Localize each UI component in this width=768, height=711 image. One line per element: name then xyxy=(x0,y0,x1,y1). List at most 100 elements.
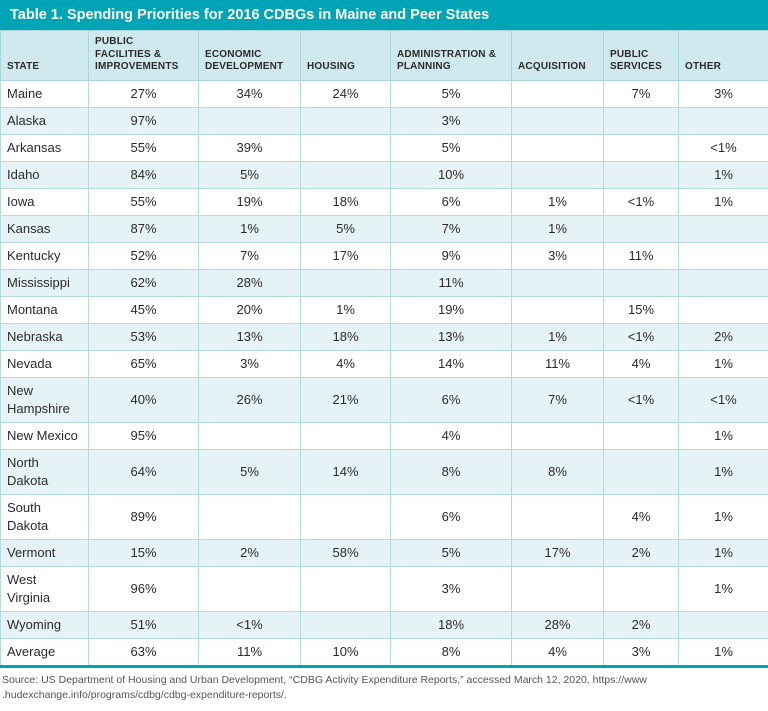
value-cell xyxy=(301,161,391,188)
value-cell: 1% xyxy=(679,188,768,215)
value-cell: 21% xyxy=(301,377,391,422)
value-cell: 39% xyxy=(199,134,301,161)
state-cell: Wyoming xyxy=(1,611,89,638)
value-cell: 18% xyxy=(301,323,391,350)
value-cell xyxy=(604,215,679,242)
header-cell: ECONOMIC DEVELOPMENT xyxy=(199,31,301,81)
value-cell: 5% xyxy=(391,134,512,161)
value-cell: 10% xyxy=(301,638,391,666)
state-cell: Nebraska xyxy=(1,323,89,350)
value-cell: 3% xyxy=(199,350,301,377)
value-cell: 62% xyxy=(89,269,199,296)
value-cell: 58% xyxy=(301,539,391,566)
value-cell: 7% xyxy=(199,242,301,269)
value-cell: 4% xyxy=(604,350,679,377)
value-cell xyxy=(679,107,768,134)
state-cell: Idaho xyxy=(1,161,89,188)
value-cell: 5% xyxy=(391,539,512,566)
value-cell: 11% xyxy=(391,269,512,296)
value-cell: 18% xyxy=(301,188,391,215)
value-cell: 11% xyxy=(199,638,301,666)
header-cell: OTHER xyxy=(679,31,768,81)
value-cell: 8% xyxy=(391,638,512,666)
value-cell: 3% xyxy=(604,638,679,666)
value-cell xyxy=(679,296,768,323)
value-cell: <1% xyxy=(604,323,679,350)
value-cell xyxy=(604,107,679,134)
value-cell xyxy=(604,161,679,188)
value-cell: 1% xyxy=(679,539,768,566)
value-cell: 2% xyxy=(604,611,679,638)
value-cell: 2% xyxy=(604,539,679,566)
value-cell xyxy=(301,422,391,449)
value-cell: 95% xyxy=(89,422,199,449)
value-cell xyxy=(199,422,301,449)
value-cell xyxy=(199,494,301,539)
value-cell xyxy=(604,449,679,494)
value-cell: 64% xyxy=(89,449,199,494)
value-cell xyxy=(301,107,391,134)
value-cell: 1% xyxy=(512,323,604,350)
value-cell: 13% xyxy=(199,323,301,350)
value-cell: 3% xyxy=(512,242,604,269)
value-cell xyxy=(301,611,391,638)
value-cell xyxy=(679,242,768,269)
value-cell: 40% xyxy=(89,377,199,422)
value-cell: 10% xyxy=(391,161,512,188)
state-cell: Iowa xyxy=(1,188,89,215)
value-cell: <1% xyxy=(604,188,679,215)
value-cell: <1% xyxy=(199,611,301,638)
value-cell: 5% xyxy=(199,449,301,494)
state-cell: Average xyxy=(1,638,89,666)
header-cell: STATE xyxy=(1,31,89,81)
value-cell xyxy=(512,269,604,296)
value-cell: 6% xyxy=(391,377,512,422)
value-cell: 3% xyxy=(391,107,512,134)
state-cell: Maine xyxy=(1,80,89,107)
value-cell: 34% xyxy=(199,80,301,107)
value-cell: 14% xyxy=(301,449,391,494)
value-cell: 7% xyxy=(391,215,512,242)
value-cell: 51% xyxy=(89,611,199,638)
value-cell: 1% xyxy=(679,449,768,494)
value-cell: 24% xyxy=(301,80,391,107)
state-cell: West Virginia xyxy=(1,566,89,611)
value-cell: 84% xyxy=(89,161,199,188)
value-cell: 19% xyxy=(199,188,301,215)
value-cell xyxy=(604,566,679,611)
value-cell xyxy=(512,566,604,611)
source-line-2: .hudexchange.info/programs/cdbg/cdbg-exp… xyxy=(2,688,764,703)
header-cell: ACQUISITION xyxy=(512,31,604,81)
value-cell: <1% xyxy=(679,377,768,422)
value-cell xyxy=(512,161,604,188)
state-cell: Nevada xyxy=(1,350,89,377)
value-cell xyxy=(512,134,604,161)
value-cell: 28% xyxy=(512,611,604,638)
value-cell: 8% xyxy=(391,449,512,494)
value-cell: 5% xyxy=(199,161,301,188)
value-cell: 4% xyxy=(604,494,679,539)
value-cell: 7% xyxy=(512,377,604,422)
value-cell: 55% xyxy=(89,134,199,161)
state-cell: Alaska xyxy=(1,107,89,134)
value-cell: 17% xyxy=(512,539,604,566)
value-cell xyxy=(604,269,679,296)
value-cell xyxy=(679,215,768,242)
state-cell: New Hampshire xyxy=(1,377,89,422)
value-cell: 11% xyxy=(604,242,679,269)
